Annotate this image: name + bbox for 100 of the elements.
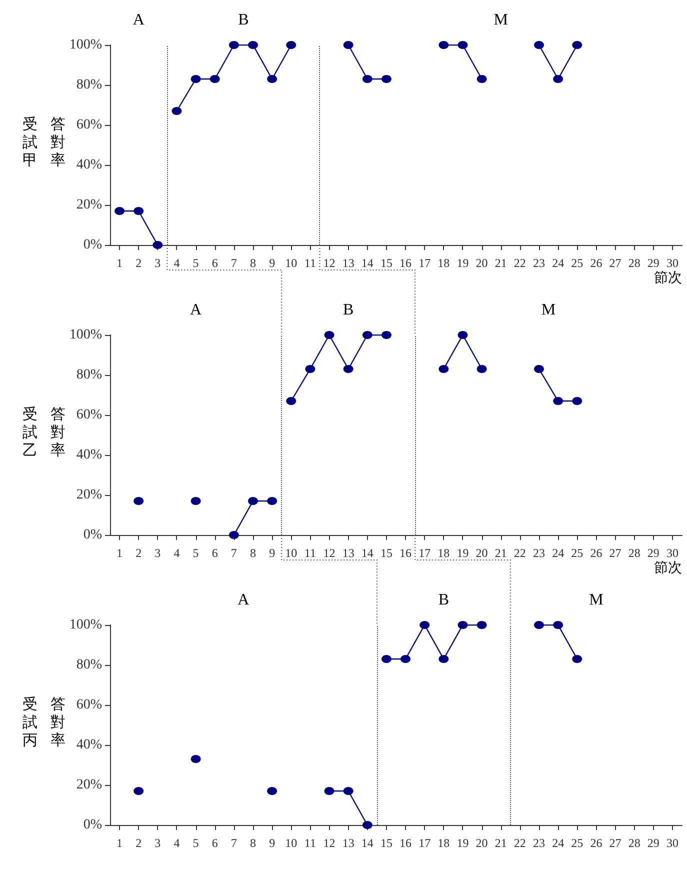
text: A: [190, 302, 202, 318]
x-tick-label: 20: [476, 836, 488, 850]
x-tick-label: 14: [361, 836, 374, 850]
x-tick-label: 22: [514, 836, 526, 850]
x-tick-label: 2: [136, 836, 142, 850]
text: M: [589, 592, 604, 608]
x-tick-label: 12: [323, 836, 336, 850]
x-tick-label: 26: [590, 836, 602, 850]
x-tick-label: 12: [323, 546, 336, 560]
x-tick-label: 22: [514, 546, 526, 560]
x-tick-label: 3: [154, 546, 161, 560]
x-tick-label: 10: [285, 836, 298, 850]
x-tick-label: 3: [154, 836, 161, 850]
x-tick-label: 21: [494, 256, 507, 270]
x-tick-label: 23: [533, 836, 545, 850]
text: B: [438, 592, 450, 608]
x-tick-label: 20: [476, 546, 488, 560]
x-tick-label: 3: [154, 256, 161, 270]
x-tick-label: 15: [380, 256, 392, 270]
y-tick-label: 20%: [76, 778, 102, 792]
x-tick-label: 5: [192, 836, 199, 850]
x-tick-label: 4: [174, 836, 180, 850]
x-tick-label: 8: [250, 546, 256, 560]
x-tick-label: 20: [476, 256, 488, 270]
x-tick-label: 4: [174, 256, 180, 270]
x-tick-label: 2: [136, 546, 142, 560]
text: B: [342, 302, 354, 318]
x-tick-label: 24: [552, 836, 564, 850]
x-tick-label: 9: [269, 256, 276, 270]
x-tick-label: 13: [342, 546, 354, 560]
x-tick-label: 13: [342, 256, 354, 270]
x-tick-label: 23: [533, 256, 545, 270]
y-tick-label: 0%: [83, 238, 102, 252]
x-tick-label: 24: [552, 546, 564, 560]
x-tick-label: 11: [304, 836, 316, 850]
text: 受試乙答對率: [22, 405, 66, 459]
text: M: [541, 302, 556, 318]
x-tick-label: 9: [269, 546, 276, 560]
y-tick-label: 0%: [83, 528, 102, 542]
x-tick-label: 13: [342, 836, 354, 850]
x-tick-label: 1: [116, 546, 123, 560]
x-tick-label: 8: [250, 836, 256, 850]
x-tick-label: 21: [494, 546, 507, 560]
x-tick-label: 28: [628, 836, 640, 850]
x-tick-label: 30: [666, 836, 678, 850]
text: M: [494, 12, 508, 28]
text: 受試甲答對率: [22, 115, 66, 169]
x-tick-label: 8: [250, 256, 256, 270]
x-tick-label: 17: [418, 546, 431, 560]
y-tick-label: 80%: [76, 658, 102, 672]
x-tick-label: 15: [380, 546, 392, 560]
y-tick-label: 60%: [76, 408, 102, 422]
y-tick-label: 0%: [83, 818, 102, 832]
x-tick-label: 27: [609, 546, 622, 560]
x-tick-label: 16: [400, 256, 412, 270]
x-tick-label: 18: [438, 836, 450, 850]
x-tick-label: 25: [571, 546, 584, 560]
y-tick-label: 100%: [69, 328, 102, 342]
x-tick-label: 1: [116, 836, 123, 850]
x-tick-label: 25: [571, 836, 584, 850]
x-tick-label: 15: [380, 836, 392, 850]
x-tick-label: 28: [628, 546, 640, 560]
x-tick-label: 18: [438, 546, 450, 560]
x-tick-label: 25: [571, 256, 584, 270]
text: B: [238, 12, 249, 28]
x-tick-label: 11: [304, 256, 316, 270]
x-tick-label: 17: [418, 836, 431, 850]
x-tick-label: 2: [136, 256, 142, 270]
y-tick-label: 20%: [76, 198, 102, 212]
x-tick-label: 27: [609, 256, 622, 270]
x-tick-label: 26: [590, 256, 602, 270]
y-tick-label: 60%: [76, 698, 102, 712]
x-axis-title: 節次: [654, 270, 682, 286]
y-tick-label: 80%: [76, 78, 102, 92]
x-tick-label: 26: [590, 546, 602, 560]
x-tick-label: 12: [323, 256, 336, 270]
x-tick-label: 7: [230, 836, 237, 850]
x-tick-label: 19: [456, 546, 469, 560]
y-tick-label: 100%: [69, 38, 102, 52]
x-tick-label: 9: [269, 836, 276, 850]
x-tick-label: 10: [285, 546, 298, 560]
x-tick-label: 19: [456, 256, 469, 270]
x-tick-label: 10: [285, 256, 298, 270]
x-tick-label: 30: [666, 546, 678, 560]
x-tick-label: 7: [230, 256, 237, 270]
y-tick-label: 60%: [76, 118, 102, 132]
x-tick-label: 24: [552, 256, 564, 270]
x-tick-label: 1: [116, 256, 123, 270]
y-tick-label: 40%: [76, 448, 102, 462]
x-tick-label: 5: [192, 546, 199, 560]
x-tick-label: 4: [174, 546, 180, 560]
x-tick-label: 6: [212, 546, 218, 560]
x-tick-label: 18: [438, 256, 450, 270]
x-tick-label: 28: [628, 256, 640, 270]
y-tick-label: 100%: [69, 618, 102, 632]
x-axis-title: 節次: [654, 560, 682, 576]
y-tick-label: 40%: [76, 738, 102, 752]
x-tick-label: 29: [647, 546, 660, 560]
x-tick-label: 22: [514, 256, 526, 270]
x-tick-label: 7: [230, 546, 237, 560]
